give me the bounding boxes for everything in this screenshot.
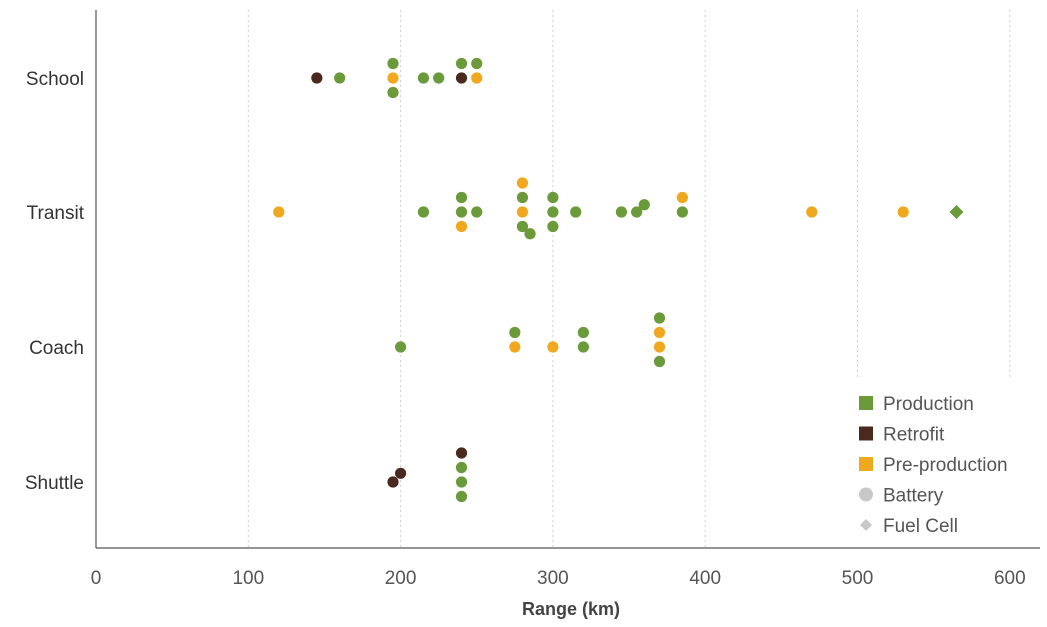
legend-label-battery: Battery — [883, 486, 944, 507]
point-production — [471, 206, 483, 218]
point-production — [516, 220, 529, 233]
point-pre-production — [653, 326, 666, 339]
point-production — [653, 355, 666, 368]
x-tick-label: 200 — [385, 568, 417, 589]
point-pre-production — [455, 220, 468, 233]
legend-swatch-battery — [859, 487, 873, 502]
legend-label-pre-production: Pre-production — [883, 455, 1008, 476]
grid-lines — [247, 10, 1011, 548]
legend-swatch-production — [859, 396, 873, 410]
point-pre-production — [273, 206, 285, 218]
point-production — [516, 191, 529, 204]
point-pre-production — [509, 341, 521, 353]
x-tick-label: 500 — [842, 568, 874, 589]
x-tick-label: 0 — [91, 568, 102, 589]
point-production — [455, 490, 468, 503]
point-production — [577, 341, 589, 353]
point-retrofit — [455, 447, 468, 459]
point-production — [417, 72, 430, 84]
point-pre-production — [653, 341, 666, 353]
point-production — [547, 191, 559, 204]
legend: Production Retrofit Pre-production Battery F… — [859, 394, 1008, 537]
point-production — [334, 72, 346, 84]
point-production — [433, 72, 445, 84]
point-production — [676, 206, 688, 218]
point-production — [509, 326, 521, 339]
point-retrofit — [395, 467, 407, 479]
point-pre-production — [387, 72, 399, 84]
legend-label-fuel-cell: Fuel Cell — [883, 516, 958, 537]
x-tick-labels: 0 100 200 300 400 500 600 — [91, 568, 1026, 589]
point-production — [547, 220, 559, 233]
point-production — [455, 191, 468, 204]
legend-label-retrofit: Retrofit — [883, 425, 945, 446]
point-pre-production — [516, 177, 529, 189]
category-label-school: School — [26, 69, 84, 90]
point-production — [387, 86, 399, 99]
point-production — [455, 461, 468, 474]
category-label-coach: Coach — [29, 338, 84, 359]
category-label-shuttle: Shuttle — [25, 473, 84, 494]
axes — [95, 10, 1040, 549]
point-production — [653, 312, 666, 324]
x-axis-title: Range (km) — [522, 599, 620, 619]
point-production — [547, 206, 559, 218]
legend-swatch-retrofit — [859, 426, 873, 441]
point-retrofit — [387, 476, 399, 488]
x-tick-label: 400 — [689, 568, 721, 589]
point-production — [638, 199, 650, 211]
point-pre-production — [806, 206, 818, 218]
point-pre-production — [471, 72, 483, 84]
legend-label-production: Production — [883, 394, 974, 415]
point-production — [471, 57, 483, 70]
point-production — [455, 206, 468, 218]
point-production — [570, 206, 582, 218]
point-production-fuel-cell — [949, 205, 964, 219]
point-retrofit — [311, 72, 323, 84]
point-production — [577, 326, 589, 339]
x-tick-label: 100 — [232, 568, 264, 589]
data-points — [273, 57, 964, 503]
legend-swatch-pre-production — [859, 457, 873, 471]
point-production — [631, 206, 643, 218]
point-pre-production — [676, 191, 688, 204]
legend-swatch-fuel-cell — [860, 519, 872, 531]
category-label-transit: Transit — [27, 203, 85, 224]
point-production — [387, 57, 399, 70]
point-production — [455, 57, 468, 70]
point-production — [615, 206, 628, 218]
point-production — [455, 476, 468, 488]
x-tick-label: 600 — [994, 568, 1026, 589]
x-tick-label: 300 — [537, 568, 569, 589]
point-pre-production — [897, 206, 909, 218]
point-production — [417, 206, 430, 218]
point-production — [524, 228, 536, 240]
point-pre-production — [547, 341, 559, 353]
point-retrofit — [455, 72, 468, 84]
point-production — [395, 341, 407, 353]
point-pre-production — [516, 206, 529, 218]
category-labels: School Transit Coach Shuttle — [25, 69, 85, 494]
